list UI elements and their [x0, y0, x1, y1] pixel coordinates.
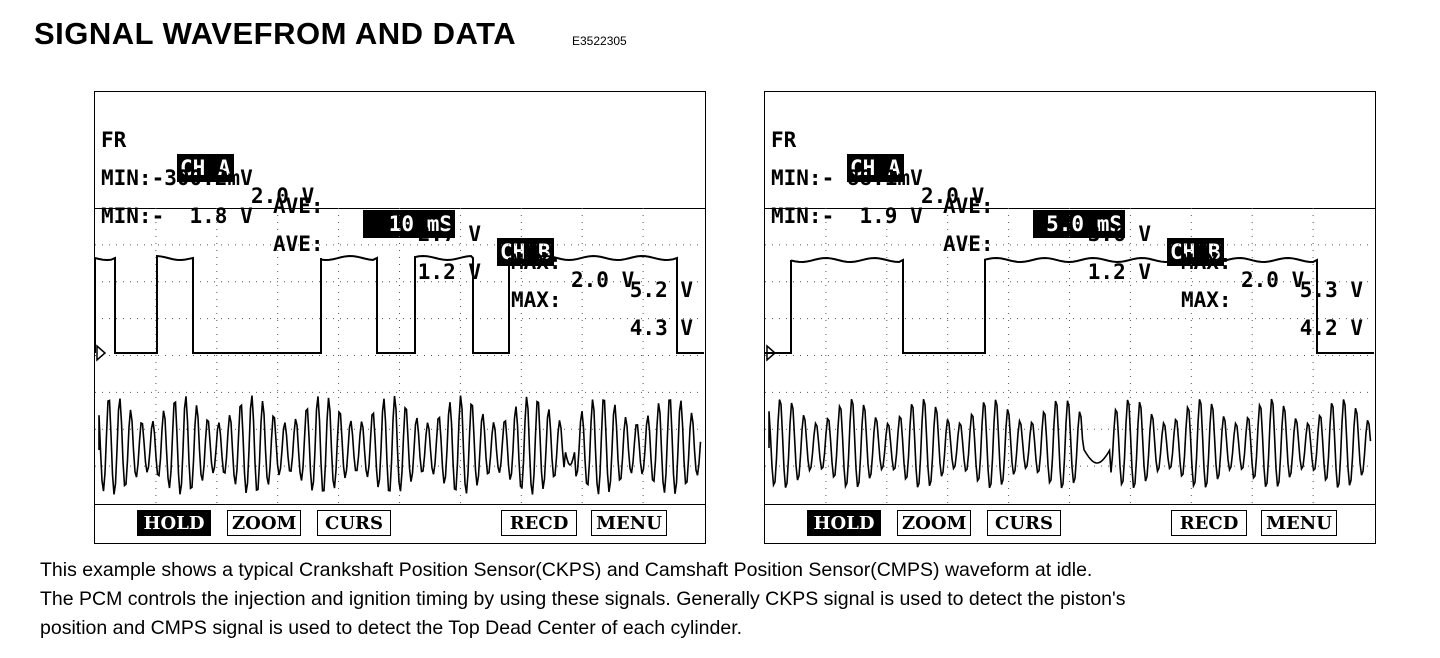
channel-a-ave-label: AVE:: [943, 194, 994, 218]
hold-button[interactable]: HOLD: [807, 510, 881, 536]
channel-marker-icon: [96, 344, 107, 362]
channel-a-stats-row: MIN:- 88.1mV AVE: 3.6 V MAX: 5.3 V: [771, 136, 1363, 302]
channel-a-max-label: MAX:: [511, 250, 562, 274]
channel-b-ave: 1.2 V: [1087, 260, 1151, 284]
crankshaft-trace: [768, 398, 1372, 490]
channel-b-scale: 2.0 V: [1241, 268, 1305, 292]
scope-button-bar: HOLD ZOOM CURS RECD MENU: [95, 504, 705, 543]
channel-b-stats-row: MIN:- 1.9 V AVE: 1.2 V MAX: 4.2 V: [771, 174, 1363, 340]
waveform-plot: [765, 208, 1374, 503]
channel-b-max: 4.3 V: [629, 316, 693, 340]
scope-button-bar: HOLD ZOOM CURS RECD MENU: [765, 504, 1375, 543]
timebase-tag[interactable]: 5.0 mS: [1033, 210, 1125, 238]
cursor-button[interactable]: CURS: [987, 510, 1061, 536]
record-button[interactable]: RECD: [501, 510, 577, 536]
fr-label: FR: [771, 128, 797, 152]
camshaft-trace: [95, 254, 704, 354]
channel-a-stats-row: MIN:-300.2mV AVE: 2.7 V MAX: 5.2 V: [101, 136, 693, 302]
channel-a-max: 5.3 V: [1299, 278, 1363, 302]
caption-line: The PCM controls the injection and ignit…: [40, 588, 1126, 610]
camshaft-trace: [765, 256, 1374, 354]
record-button[interactable]: RECD: [1171, 510, 1247, 536]
channel-b-ave-label: AVE:: [273, 232, 324, 256]
figure-code: E3522305: [572, 34, 627, 48]
channel-b-ave-label: AVE:: [943, 232, 994, 256]
channel-a-scale: 2.0 V: [251, 184, 315, 208]
channel-a-scale: 2.0 V: [921, 184, 985, 208]
caption-line: This example shows a typical Crankshaft …: [40, 559, 1093, 581]
channel-a-ave: 2.7 V: [417, 222, 481, 246]
caption-line: position and CMPS signal is used to dete…: [40, 617, 743, 639]
waveform-plot: [95, 208, 704, 503]
scope-header: FR CH A 2.0 V 5.0 mS CH B 2.0 V MIN:- 88…: [765, 92, 1375, 340]
channel-a-tag[interactable]: CH A: [177, 154, 234, 182]
hold-button[interactable]: HOLD: [137, 510, 211, 536]
channel-a-tag[interactable]: CH A: [847, 154, 904, 182]
scope-header: FR CH A 2.0 V 10 mS CH B 2.0 V MIN:-300.…: [95, 92, 705, 340]
channel-b-ave: 1.2 V: [417, 260, 481, 284]
channel-settings-row: FR CH A 2.0 V 5.0 mS CH B 2.0 V: [771, 98, 1304, 292]
scope-screen-left: FR CH A 2.0 V 10 mS CH B 2.0 V MIN:-300.…: [94, 91, 706, 544]
channel-settings-row: FR CH A 2.0 V 10 mS CH B 2.0 V: [101, 98, 634, 292]
channel-a-max: 5.2 V: [629, 278, 693, 302]
waveform-canvas: [95, 208, 704, 503]
channel-b-max-label: MAX:: [511, 288, 562, 312]
channel-a-ave: 3.6 V: [1087, 222, 1151, 246]
scope-screen-right: FR CH A 2.0 V 5.0 mS CH B 2.0 V MIN:- 88…: [764, 91, 1376, 544]
channel-a-ave-label: AVE:: [273, 194, 324, 218]
channel-a-min: MIN:-300.2mV: [101, 166, 253, 190]
crankshaft-trace: [98, 395, 702, 495]
channel-marker-icon: [766, 344, 777, 362]
channel-b-min: MIN:- 1.9 V: [771, 204, 923, 228]
figure-caption: This example shows a typical Crankshaft …: [40, 556, 1420, 643]
fr-label: FR: [101, 128, 127, 152]
page-title: SIGNAL WAVEFROM AND DATA: [34, 16, 517, 51]
menu-button[interactable]: MENU: [591, 510, 667, 536]
channel-b-max-label: MAX:: [1181, 288, 1232, 312]
channel-b-stats-row: MIN:- 1.8 V AVE: 1.2 V MAX: 4.3 V: [101, 174, 693, 340]
waveform-canvas: [765, 208, 1374, 503]
cursor-button[interactable]: CURS: [317, 510, 391, 536]
menu-button[interactable]: MENU: [1261, 510, 1337, 536]
channel-b-min: MIN:- 1.8 V: [101, 204, 253, 228]
channel-b-scale: 2.0 V: [571, 268, 635, 292]
zoom-button[interactable]: ZOOM: [897, 510, 971, 536]
zoom-button[interactable]: ZOOM: [227, 510, 301, 536]
channel-b-max: 4.2 V: [1299, 316, 1363, 340]
channel-a-min: MIN:- 88.1mV: [771, 166, 923, 190]
timebase-tag[interactable]: 10 mS: [363, 210, 455, 238]
channel-a-max-label: MAX:: [1181, 250, 1232, 274]
